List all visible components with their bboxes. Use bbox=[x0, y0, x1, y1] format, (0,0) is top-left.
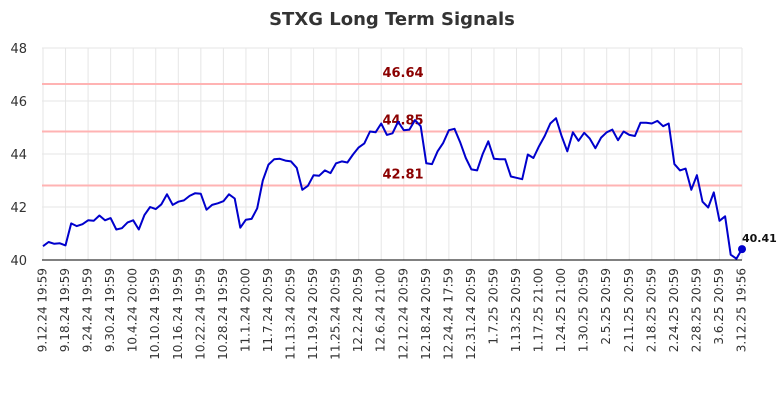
x-axis-ticks: 9.12.24 19:59 9.18.24 19:59 9.24.24 19:59 9… bbox=[36, 268, 749, 360]
series-layer: 40.41 bbox=[42, 117, 777, 260]
x-tick-label: 3.6.25 20:59 bbox=[712, 268, 726, 345]
x-tick-label: 11.13.24 20:59 bbox=[284, 268, 298, 360]
x-tick-label: 10.4.24 20:00 bbox=[126, 268, 140, 352]
y-tick-label: 46 bbox=[10, 95, 27, 110]
last-value-label: 40.41 bbox=[742, 232, 777, 245]
x-tick-label: 10.16.24 19:59 bbox=[171, 268, 185, 360]
x-tick-label: 9.12.24 19:59 bbox=[36, 268, 50, 352]
x-tick-label: 12.6.24 21:00 bbox=[374, 268, 388, 352]
y-axis-ticks: 40 42 44 46 48 bbox=[10, 42, 27, 269]
x-tick-label: 10.28.24 19:59 bbox=[216, 268, 230, 360]
x-tick-label: 2.11.25 20:59 bbox=[622, 268, 636, 352]
x-tick-label: 1.30.25 20:59 bbox=[577, 268, 591, 352]
y-tick-label: 48 bbox=[10, 42, 27, 57]
x-tick-label: 10.10.24 19:59 bbox=[148, 268, 162, 360]
signal-lines: 46.64 44.85 42.81 bbox=[42, 66, 742, 187]
x-tick-label: 2.5.25 20:59 bbox=[599, 268, 613, 345]
x-tick-label: 1.24.25 21:00 bbox=[554, 268, 568, 352]
x-tick-label: 1.17.25 21:00 bbox=[532, 268, 546, 352]
x-tick-label: 11.25.24 20:59 bbox=[329, 268, 343, 360]
x-tick-label: 12.12.24 20:59 bbox=[396, 268, 410, 360]
signal-line-label: 44.85 bbox=[382, 113, 423, 128]
y-tick-label: 40 bbox=[10, 254, 27, 269]
series-line bbox=[42, 117, 743, 260]
x-tick-label: 9.24.24 19:59 bbox=[81, 268, 95, 352]
x-tick-label: 11.7.24 20:59 bbox=[261, 268, 275, 352]
y-tick-label: 44 bbox=[10, 148, 27, 163]
x-tick-label: 1.13.25 20:59 bbox=[509, 268, 523, 352]
y-tick-label: 42 bbox=[10, 201, 27, 216]
x-tick-label: 12.18.24 20:59 bbox=[419, 268, 433, 360]
chart-title: STXG Long Term Signals bbox=[269, 9, 515, 30]
x-tick-label: 11.19.24 20:59 bbox=[306, 268, 320, 360]
signal-line-label: 42.81 bbox=[382, 168, 423, 183]
x-tick-label: 12.24.24 17:59 bbox=[441, 268, 455, 360]
x-tick-label: 3.12.25 19:56 bbox=[735, 268, 749, 352]
last-value-point bbox=[738, 245, 746, 254]
x-tick-label: 12.2.24 20:59 bbox=[351, 268, 365, 352]
x-tick-label: 9.18.24 19:59 bbox=[58, 268, 72, 352]
x-tick-label: 2.18.25 20:59 bbox=[644, 268, 658, 352]
x-tick-label: 2.28.25 20:59 bbox=[689, 268, 703, 352]
x-tick-label: 12.31.24 20:59 bbox=[464, 268, 478, 360]
x-tick-label: 9.30.24 19:59 bbox=[103, 268, 117, 352]
x-tick-label: 1.7.25 20:59 bbox=[487, 268, 501, 345]
x-tick-label: 11.1.24 20:00 bbox=[238, 268, 252, 352]
x-tick-label: 2.24.25 20:59 bbox=[667, 268, 681, 352]
x-tick-label: 10.22.24 19:59 bbox=[193, 268, 207, 360]
signal-line-label: 46.64 bbox=[382, 66, 423, 81]
